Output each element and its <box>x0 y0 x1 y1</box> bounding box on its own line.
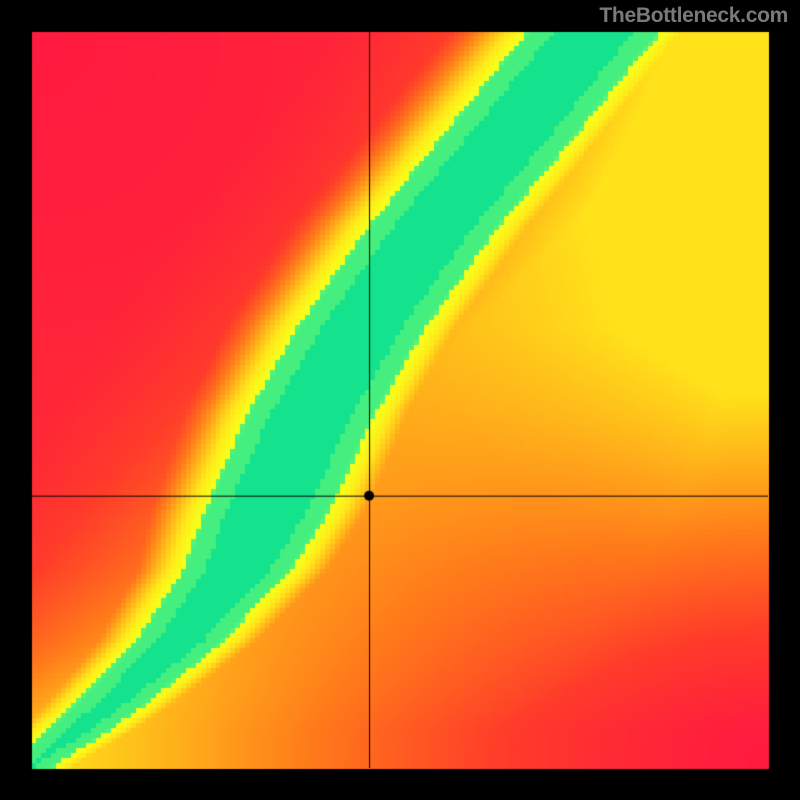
crosshair-overlay <box>0 0 800 800</box>
chart-container: TheBottleneck.com <box>0 0 800 800</box>
watermark-text: TheBottleneck.com <box>599 4 788 28</box>
